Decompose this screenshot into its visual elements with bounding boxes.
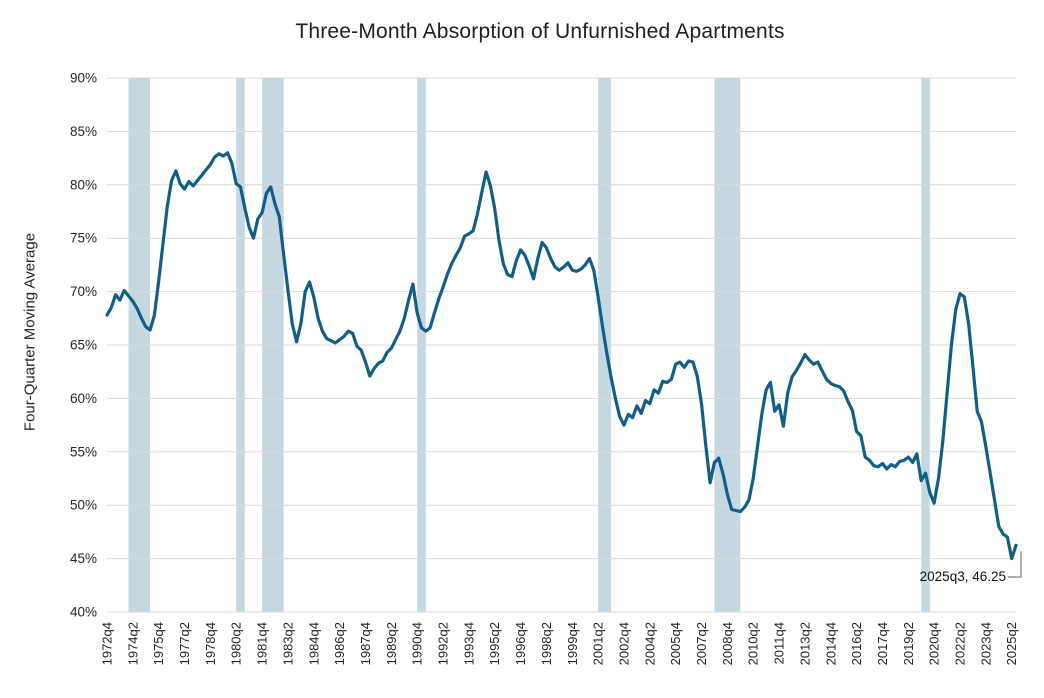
- x-tick-label: 1990q4: [410, 622, 425, 665]
- x-tick-label: 1989q2: [384, 622, 399, 665]
- y-tick-label: 60%: [70, 391, 97, 406]
- x-tick-label: 2004q2: [642, 622, 657, 665]
- x-tick-label: 2001q2: [591, 622, 606, 665]
- last-point-annotation: 2025q3, 46.25: [919, 569, 1006, 584]
- x-tick-label: 2002q4: [616, 622, 631, 665]
- y-tick-label: 70%: [70, 284, 97, 299]
- x-tick-label: 2023q4: [978, 622, 993, 665]
- x-tick-label: 1975q4: [151, 622, 166, 665]
- x-tick-label: 1983q2: [280, 622, 295, 665]
- x-tick-label: 1986q2: [332, 622, 347, 665]
- x-tick-label: 1992q2: [436, 622, 451, 665]
- x-tick-label: 2020q4: [927, 622, 942, 665]
- x-tick-label: 1978q4: [203, 622, 218, 665]
- y-tick-label: 55%: [70, 444, 97, 459]
- annotation-connector: [1008, 551, 1022, 578]
- x-tick-label: 2005q4: [668, 622, 683, 665]
- y-tick-label: 85%: [70, 124, 97, 139]
- x-tick-label: 2014q4: [823, 622, 838, 665]
- chart-title: Three-Month Absorption of Unfurnished Ap…: [295, 20, 785, 43]
- y-tick-label: 50%: [70, 498, 97, 513]
- x-tick-label: 2010q2: [746, 622, 761, 665]
- y-tick-label: 40%: [70, 605, 97, 620]
- x-tick-label: 2011q4: [772, 622, 787, 664]
- x-tick-label: 1998q2: [539, 622, 554, 665]
- x-tick-label: 2022q2: [952, 622, 967, 665]
- x-tick-label: 1993q4: [461, 622, 476, 665]
- y-tick-label: 90%: [70, 71, 97, 86]
- x-tick-label: 1977q2: [177, 622, 192, 665]
- y-tick-label: 75%: [70, 231, 97, 246]
- x-tick-label: 1980q2: [229, 622, 244, 665]
- x-tick-label: 1996q4: [513, 622, 528, 665]
- x-tick-label: 2013q2: [797, 622, 812, 665]
- y-tick-label: 65%: [70, 338, 97, 353]
- x-tick-label: 1984q4: [306, 622, 321, 665]
- x-tick-label: 1987q4: [358, 622, 373, 665]
- x-tick-label: 1995q2: [487, 622, 502, 665]
- x-tick-label: 1974q2: [125, 622, 140, 665]
- x-tick-label: 2016q2: [849, 622, 864, 665]
- x-tick-label: 1972q4: [100, 622, 115, 665]
- x-tick-label: 2008q4: [720, 622, 735, 665]
- y-tick-label: 45%: [70, 551, 97, 566]
- x-tick-label: 2019q2: [901, 622, 916, 665]
- x-tick-label: 1981q4: [255, 622, 270, 665]
- data-line: [105, 151, 1018, 561]
- x-tick-label: 2017q4: [875, 622, 890, 665]
- y-tick-label: 80%: [70, 177, 97, 192]
- x-tick-label: 1999q4: [565, 622, 580, 665]
- x-tick-label: 2007q2: [694, 622, 709, 665]
- x-tick-label: 2025q2: [1004, 622, 1019, 665]
